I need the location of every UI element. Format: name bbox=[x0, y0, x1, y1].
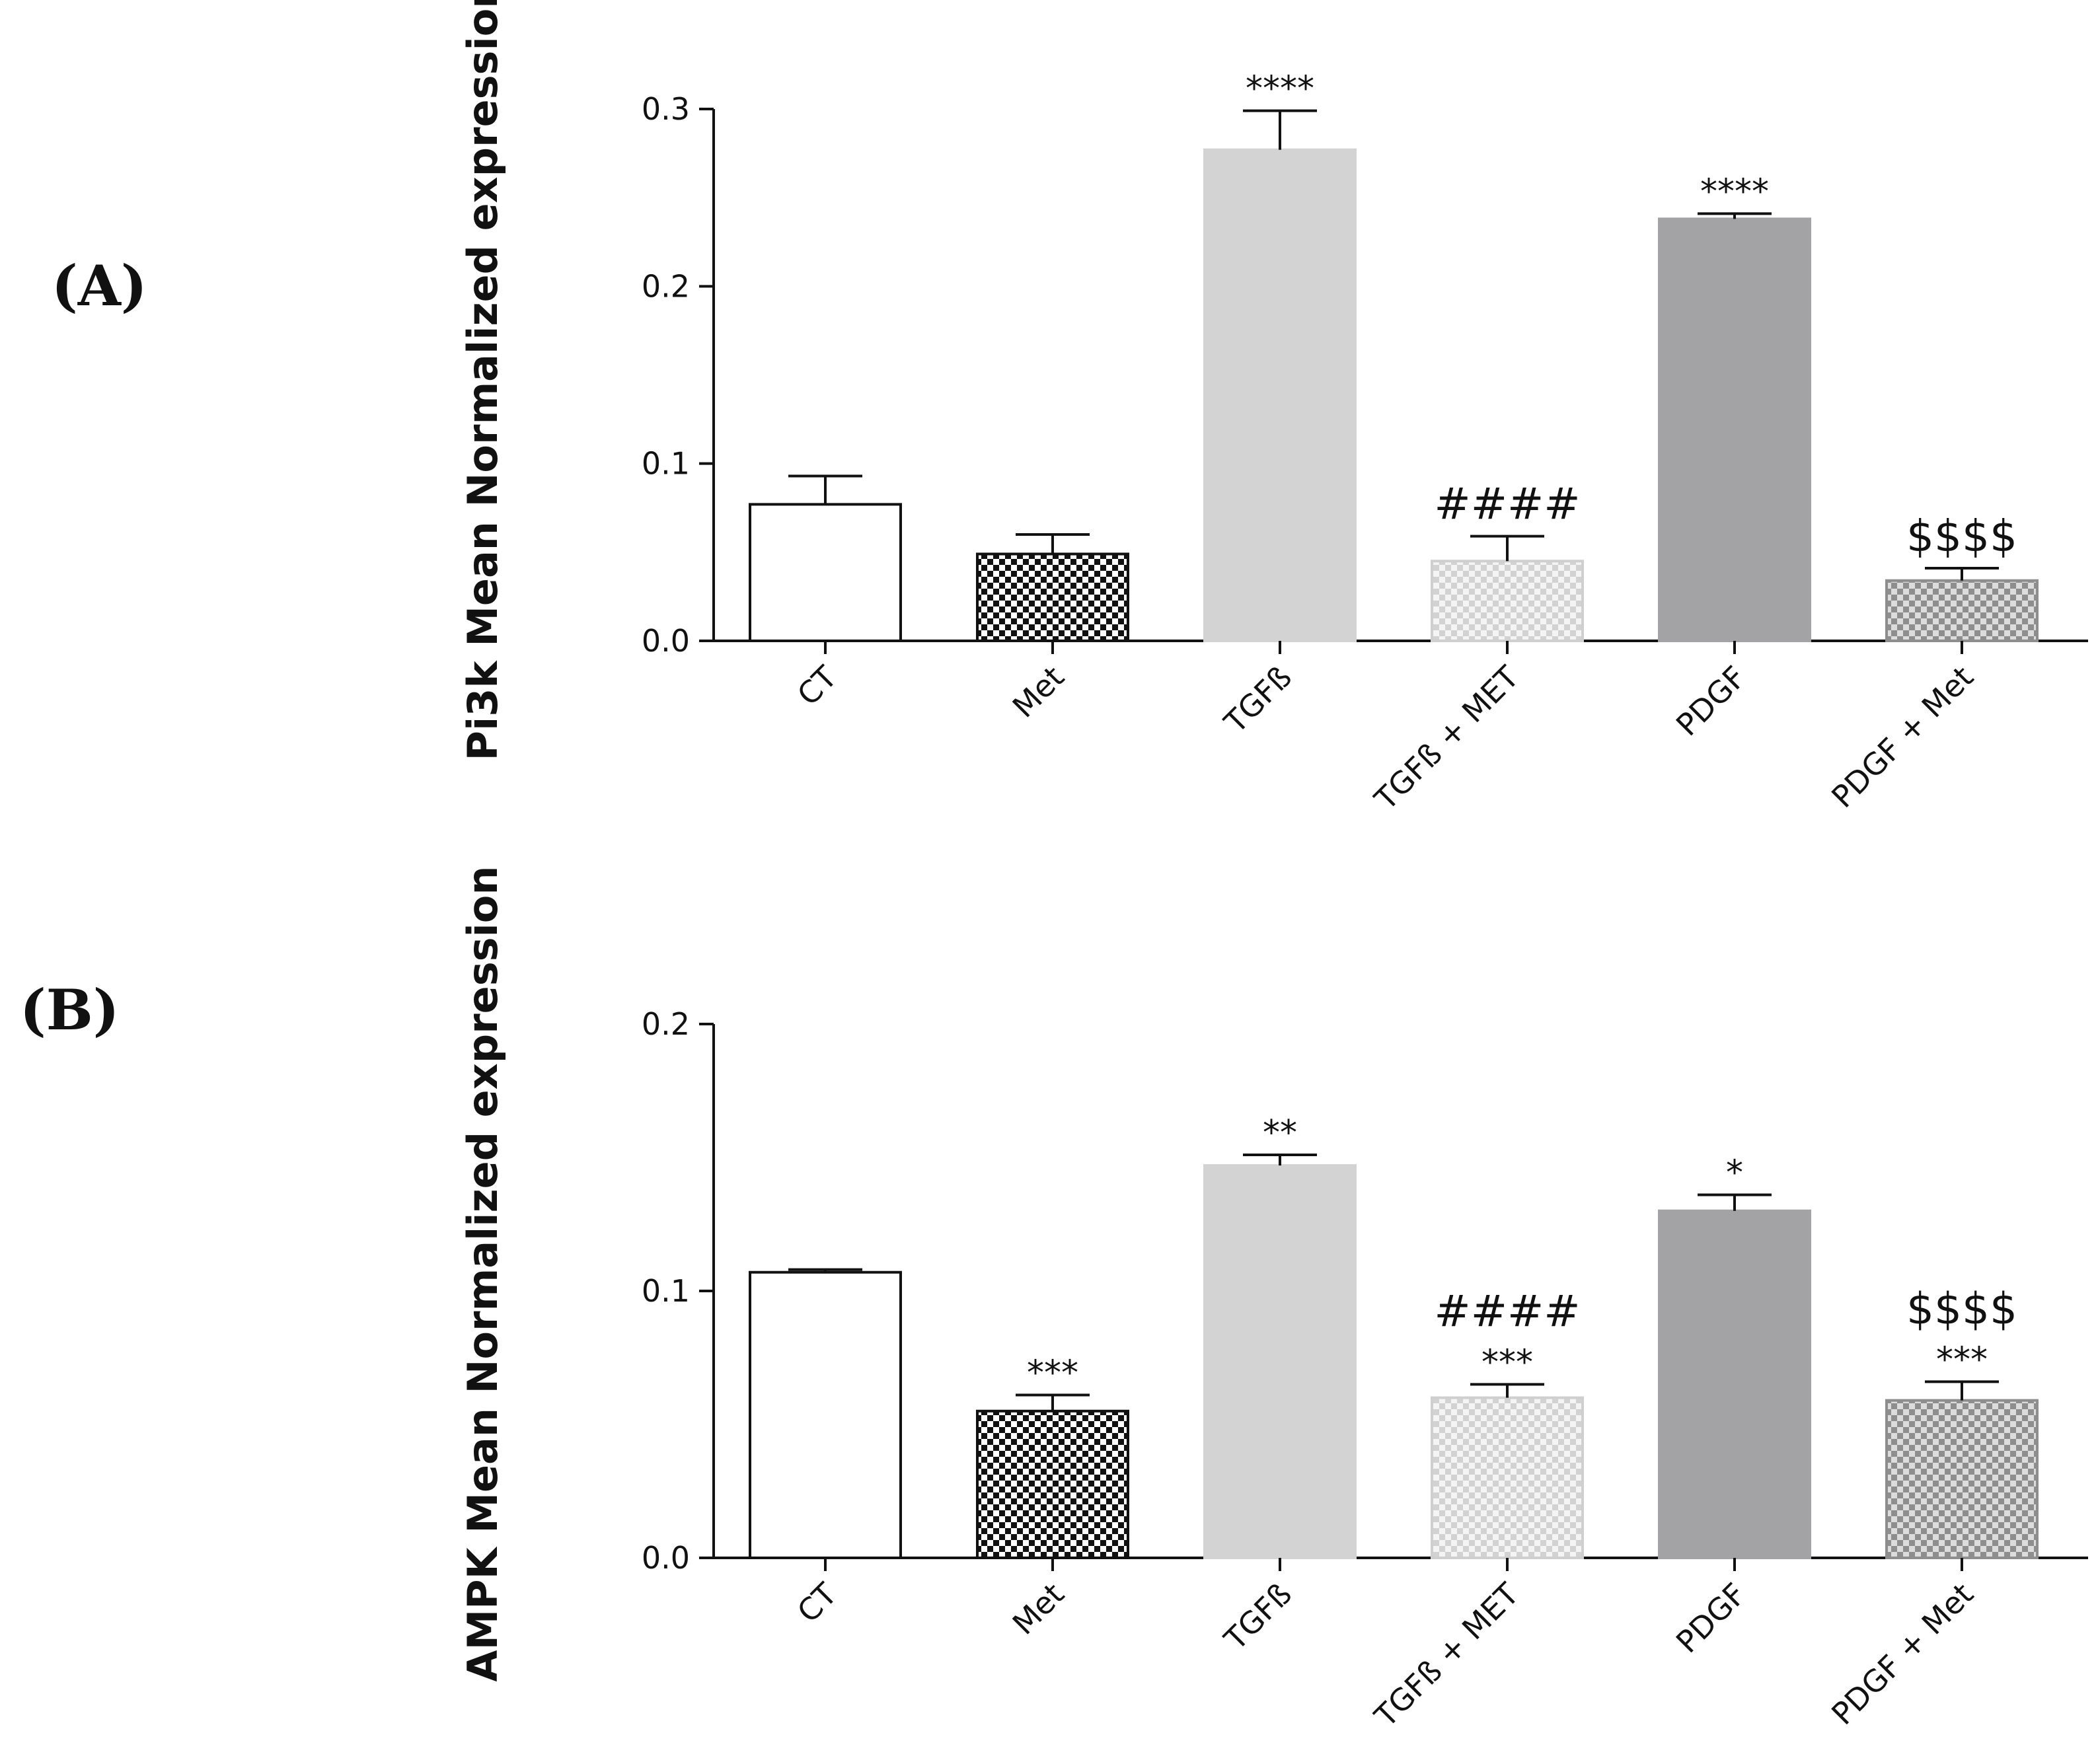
category-label-4: PDGF bbox=[1669, 1576, 1753, 1660]
y-tick-label: 0.1 bbox=[642, 1273, 690, 1309]
panel-a-chart: (A) Pi3k Mean Normalized expression 0.00… bbox=[52, 0, 2088, 817]
annotation-5: $$$$ bbox=[1906, 511, 2017, 562]
bar-0 bbox=[749, 1270, 902, 1559]
annotation-3: #### bbox=[1434, 1286, 1580, 1337]
bar-5 bbox=[1885, 1399, 2039, 1559]
bar-2 bbox=[1203, 1164, 1357, 1559]
category-label-1: Met bbox=[1006, 1576, 1071, 1642]
panel-b-y-axis-label: AMPK Mean Normalized expression bbox=[459, 865, 507, 1681]
annotation-5: $$$$ bbox=[1906, 1283, 2017, 1334]
panel-b-annotations: ********####****$$$$ bbox=[1027, 1113, 2017, 1393]
panel-b-category-labels: CT Met TGFß TGFß + MET PDGF PDGF + Met bbox=[790, 1558, 1980, 1734]
panel-b-axes bbox=[712, 1024, 2088, 1559]
annotation-3: #### bbox=[1434, 479, 1580, 530]
y-tick-label: 0.1 bbox=[642, 446, 690, 482]
category-label-2: TGFß bbox=[1217, 1576, 1298, 1658]
category-label-1: Met bbox=[1006, 659, 1071, 725]
category-label-5: PDGF + Met bbox=[1824, 659, 1980, 815]
category-label-3: TGFß + MET bbox=[1367, 659, 1526, 817]
panel-a-y-axis-label: Pi3k Mean Normalized expression bbox=[459, 0, 507, 760]
y-tick-label: 0.0 bbox=[642, 1540, 690, 1576]
panel-a-axes bbox=[712, 109, 2088, 642]
annotation-1: *** bbox=[1027, 1354, 1078, 1393]
panel-b-y-ticks: 0.0 0.1 0.2 bbox=[642, 1006, 714, 1576]
y-tick-label: 0.2 bbox=[642, 1006, 690, 1042]
category-label-2: TGFß bbox=[1217, 659, 1298, 741]
panel-b-label: (B) bbox=[20, 977, 120, 1043]
bar-2 bbox=[1203, 148, 1357, 642]
category-label-4: PDGF bbox=[1669, 659, 1753, 743]
y-tick-label: 0.3 bbox=[642, 91, 690, 127]
annotation-3: *** bbox=[1481, 1342, 1533, 1382]
bar-5 bbox=[1885, 579, 2039, 642]
y-tick-label: 0.0 bbox=[642, 623, 690, 659]
bar-0 bbox=[749, 503, 902, 643]
annotation-2: ** bbox=[1263, 1113, 1297, 1153]
category-label-5: PDGF + Met bbox=[1824, 1576, 1980, 1732]
category-label-0: CT bbox=[790, 1576, 844, 1629]
panel-a-category-labels: CT Met TGFß TGFß + MET PDGF PDGF + Met bbox=[790, 641, 1980, 817]
annotation-2: **** bbox=[1246, 69, 1314, 109]
bar-1 bbox=[976, 1409, 1129, 1560]
category-label-0: CT bbox=[790, 659, 844, 712]
panel-a-bars bbox=[749, 109, 2039, 643]
bar-3 bbox=[1431, 560, 1584, 642]
panel-b-bars bbox=[749, 1153, 2039, 1560]
bar-4 bbox=[1658, 217, 1811, 643]
panel-a-annotations: **** #### **** $$$$ bbox=[1246, 69, 2017, 562]
annotation-4: **** bbox=[1700, 172, 1769, 211]
y-tick-label: 0.2 bbox=[642, 268, 690, 304]
bar-4 bbox=[1658, 1209, 1811, 1560]
bar-3 bbox=[1431, 1396, 1584, 1560]
annotation-5: *** bbox=[1936, 1340, 1988, 1379]
bar-1 bbox=[976, 552, 1129, 642]
category-label-3: TGFß + MET bbox=[1367, 1576, 1526, 1734]
panel-a-y-ticks: 0.0 0.1 0.2 0.3 bbox=[642, 91, 714, 659]
panel-a-label: (A) bbox=[52, 253, 147, 318]
panel-b-chart: (B) AMPK Mean Normalized expression 0.00… bbox=[20, 865, 2088, 1734]
annotation-4: * bbox=[1726, 1154, 1743, 1193]
